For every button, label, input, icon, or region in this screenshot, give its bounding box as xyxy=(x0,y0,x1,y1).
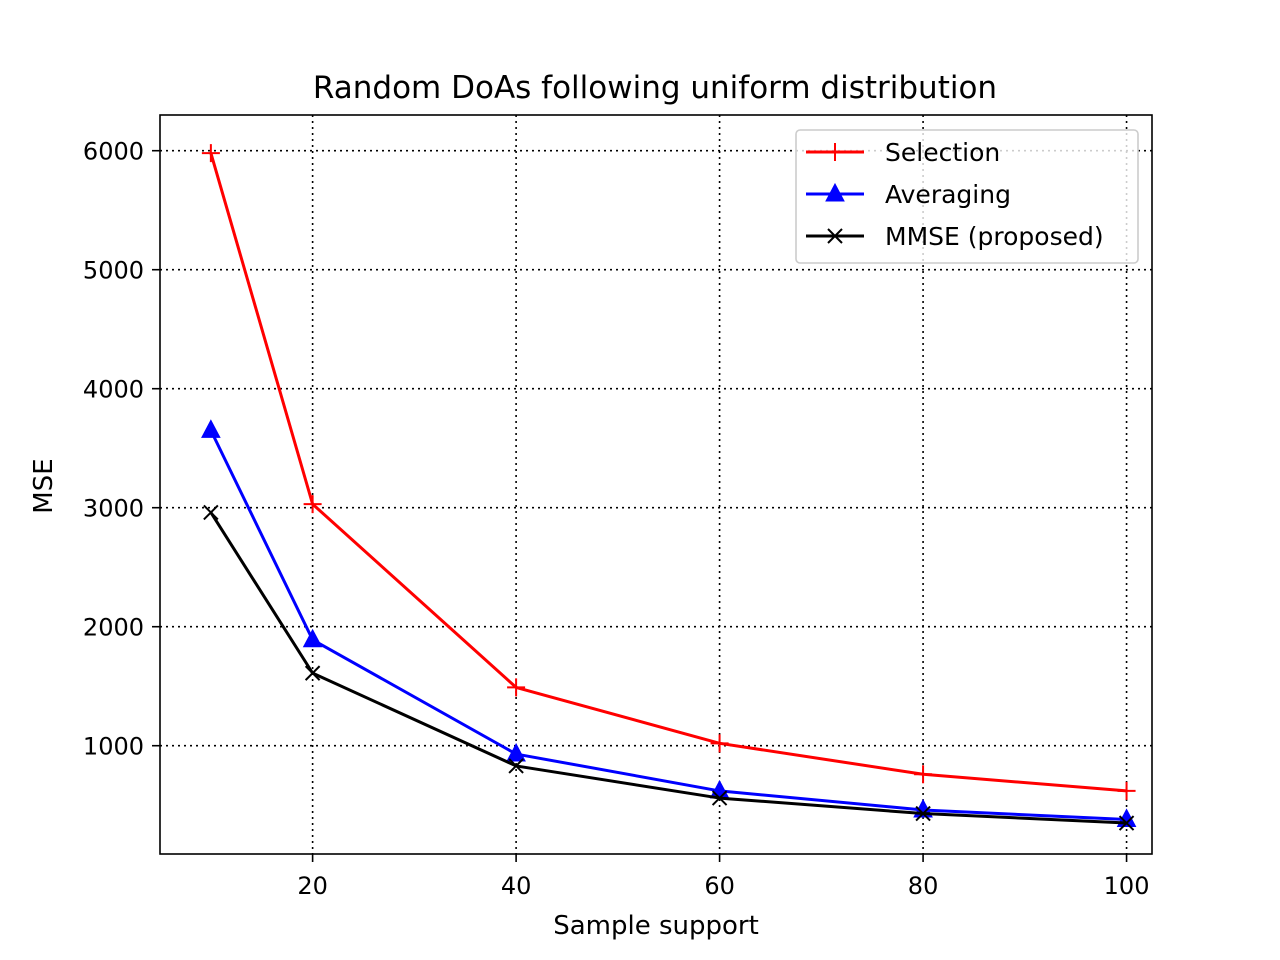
plot-frame xyxy=(159,114,1153,855)
data-point xyxy=(303,495,322,514)
legend: Selection Averaging MMSE (proposed) xyxy=(795,129,1139,264)
data-point xyxy=(1117,781,1136,800)
y-axis-ticks: 1000 2000 3000 4000 5000 6000 xyxy=(83,138,160,761)
data-point xyxy=(914,765,933,784)
chart-title: Random DoAs following uniform distributi… xyxy=(313,70,997,106)
data-point xyxy=(710,734,729,753)
y-tick-label: 3000 xyxy=(83,495,144,523)
series-line xyxy=(209,511,1127,825)
series-line xyxy=(209,152,1127,793)
series-2 xyxy=(203,504,1135,831)
data-point xyxy=(506,742,526,762)
data-point xyxy=(508,758,524,774)
legend-label: Averaging xyxy=(885,180,1011,209)
legend-entry: Averaging xyxy=(806,180,1011,209)
x-tick-label: 40 xyxy=(501,872,532,900)
legend-marker xyxy=(825,182,845,202)
x-tick-label: 80 xyxy=(908,872,939,900)
legend-label: Selection xyxy=(885,138,1000,167)
x-tick-label: 100 xyxy=(1104,872,1150,900)
x-tick-label: 60 xyxy=(704,872,735,900)
x-axis-ticks: 20 40 60 80 100 xyxy=(297,854,1149,900)
legend-marker xyxy=(827,228,843,244)
x-axis-label: Sample support xyxy=(553,911,759,941)
legend-entry: Selection xyxy=(806,138,1000,167)
series-line xyxy=(209,429,1127,821)
series-layer xyxy=(201,144,1137,831)
data-point xyxy=(201,419,221,438)
y-tick-label: 5000 xyxy=(83,257,144,285)
data-point xyxy=(915,805,931,822)
data-point xyxy=(203,504,219,521)
legend-entry: MMSE (proposed) xyxy=(806,222,1104,251)
series-0 xyxy=(201,144,1136,800)
data-point xyxy=(304,665,321,681)
legend-box xyxy=(795,129,1139,264)
y-tick-label: 1000 xyxy=(83,733,144,761)
y-axis-label: MSE xyxy=(29,458,59,513)
series-1 xyxy=(201,419,1137,827)
y-tick-label: 4000 xyxy=(83,376,144,404)
y-tick-label: 2000 xyxy=(83,614,144,642)
data-point xyxy=(302,628,323,648)
data-point xyxy=(507,678,526,697)
x-tick-label: 20 xyxy=(297,872,328,900)
data-point xyxy=(1118,815,1135,831)
legend-label: MMSE (proposed) xyxy=(885,222,1104,251)
legend-marker xyxy=(826,143,844,161)
data-point xyxy=(711,790,728,806)
y-tick-label: 6000 xyxy=(83,138,144,166)
data-point xyxy=(201,144,220,163)
